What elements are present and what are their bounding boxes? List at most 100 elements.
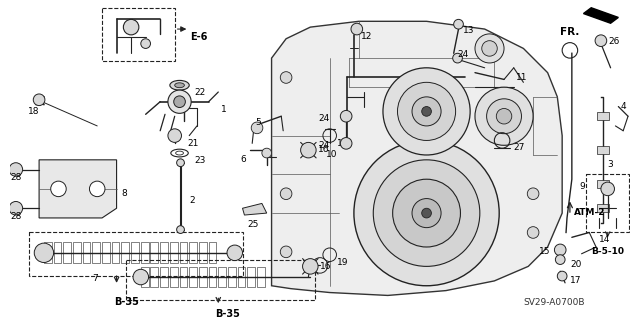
Circle shape (252, 122, 263, 134)
Bar (112, 242, 120, 263)
Text: 6: 6 (241, 155, 246, 164)
Circle shape (595, 35, 607, 47)
Bar (209, 267, 216, 287)
Circle shape (9, 202, 22, 215)
Bar (586, 174, 629, 233)
Circle shape (373, 160, 480, 266)
Circle shape (393, 179, 460, 247)
Text: B-35: B-35 (216, 309, 241, 319)
Circle shape (177, 226, 184, 234)
Circle shape (280, 188, 292, 200)
Text: 28: 28 (10, 212, 21, 221)
Bar (189, 242, 197, 263)
Text: 9: 9 (580, 182, 586, 191)
Circle shape (173, 96, 186, 108)
Bar (160, 242, 168, 263)
Circle shape (486, 99, 522, 134)
Text: 21: 21 (188, 138, 198, 147)
Circle shape (262, 148, 271, 158)
Ellipse shape (175, 83, 184, 88)
Circle shape (90, 181, 105, 197)
Bar (597, 180, 609, 188)
Ellipse shape (170, 80, 189, 90)
Text: 24: 24 (319, 114, 330, 123)
Bar (189, 267, 197, 287)
Circle shape (9, 163, 22, 176)
Circle shape (557, 271, 567, 281)
Circle shape (412, 97, 441, 126)
Circle shape (397, 82, 456, 140)
Bar (199, 242, 207, 263)
Bar (237, 267, 245, 287)
Circle shape (168, 129, 182, 142)
Circle shape (133, 269, 148, 285)
Bar (141, 242, 148, 263)
Bar (199, 267, 207, 287)
Bar (122, 242, 129, 263)
Bar (170, 242, 178, 263)
Circle shape (556, 255, 565, 264)
Circle shape (454, 19, 463, 29)
Polygon shape (271, 21, 562, 295)
Polygon shape (243, 204, 267, 215)
Text: 27: 27 (514, 143, 525, 152)
Bar (150, 267, 158, 287)
Circle shape (422, 107, 431, 116)
Text: 16: 16 (318, 145, 330, 154)
Text: ATM-2: ATM-2 (574, 208, 605, 217)
Bar (126, 260, 315, 300)
Polygon shape (39, 160, 116, 218)
Bar (170, 267, 178, 287)
Circle shape (177, 159, 184, 167)
Text: 12: 12 (361, 32, 372, 41)
Bar (92, 242, 100, 263)
Text: 11: 11 (516, 73, 527, 82)
Circle shape (340, 137, 352, 149)
Circle shape (124, 19, 139, 35)
Circle shape (527, 188, 539, 200)
Bar (44, 242, 52, 263)
Text: 7: 7 (92, 274, 98, 283)
Circle shape (340, 110, 352, 122)
Text: 23: 23 (194, 156, 205, 165)
Circle shape (412, 198, 441, 228)
Circle shape (354, 140, 499, 286)
Text: 24: 24 (458, 50, 468, 59)
Text: B-5-10: B-5-10 (591, 247, 624, 256)
Bar (257, 267, 265, 287)
Bar (102, 242, 110, 263)
Bar (160, 267, 168, 287)
Text: 1: 1 (221, 105, 227, 114)
Text: 26: 26 (609, 37, 620, 46)
Circle shape (475, 34, 504, 63)
Bar (180, 242, 188, 263)
Bar (597, 204, 609, 212)
Bar (63, 242, 71, 263)
Circle shape (475, 87, 533, 145)
Circle shape (303, 259, 318, 274)
Bar (141, 267, 148, 287)
Text: 14: 14 (599, 235, 611, 244)
Text: 13: 13 (463, 26, 475, 35)
Circle shape (168, 90, 191, 113)
Bar (218, 267, 226, 287)
Text: 25: 25 (247, 220, 259, 229)
Circle shape (601, 182, 614, 196)
Bar (73, 242, 81, 263)
Text: 18: 18 (28, 107, 39, 115)
Circle shape (482, 41, 497, 56)
Bar (247, 267, 255, 287)
Circle shape (227, 245, 243, 261)
Text: 19: 19 (337, 258, 349, 267)
Text: 3: 3 (608, 160, 613, 169)
Text: 22: 22 (194, 88, 205, 97)
Bar (29, 233, 243, 276)
Bar (597, 146, 609, 154)
Circle shape (554, 244, 566, 256)
Bar (102, 8, 175, 61)
Text: 8: 8 (122, 189, 127, 198)
Bar (180, 267, 188, 287)
Bar (150, 242, 158, 263)
Text: 5: 5 (255, 118, 261, 127)
Bar (228, 267, 236, 287)
